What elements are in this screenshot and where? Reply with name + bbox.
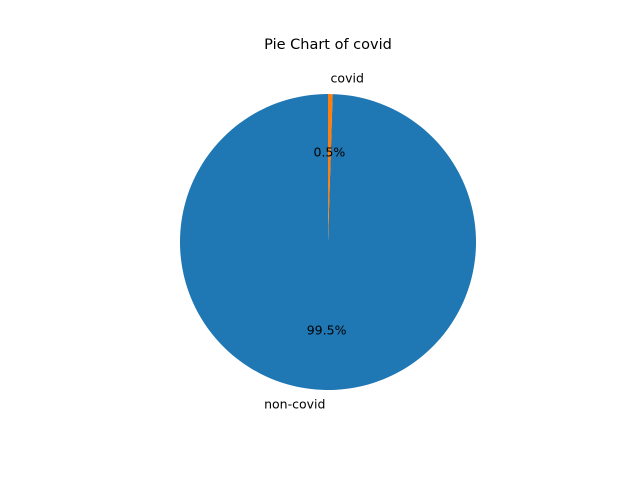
pie-pct-label-non-covid: 99.5% xyxy=(307,322,347,337)
chart-title: Pie Chart of covid xyxy=(264,37,392,53)
pie-labels: non-covid 99.5% covid 0.5% xyxy=(264,71,364,412)
pie-label-covid: covid xyxy=(331,71,364,86)
pie-slices xyxy=(180,94,477,390)
pie-pct-label-covid: 0.5% xyxy=(314,145,346,160)
pie-label-non-covid: non-covid xyxy=(264,396,325,411)
pie-slice-covid xyxy=(328,94,333,242)
pie-slice-non-covid xyxy=(180,94,477,390)
